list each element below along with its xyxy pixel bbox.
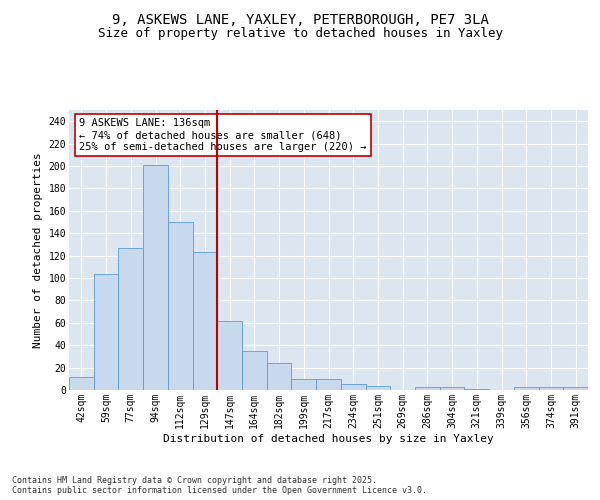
- Text: Contains HM Land Registry data © Crown copyright and database right 2025.
Contai: Contains HM Land Registry data © Crown c…: [12, 476, 427, 495]
- Bar: [415, 386, 440, 390]
- Y-axis label: Number of detached properties: Number of detached properties: [33, 152, 43, 348]
- Bar: [242, 351, 267, 390]
- Bar: [316, 379, 341, 390]
- Bar: [193, 252, 217, 390]
- Bar: [217, 320, 242, 390]
- Text: 9 ASKEWS LANE: 136sqm
← 74% of detached houses are smaller (648)
25% of semi-det: 9 ASKEWS LANE: 136sqm ← 74% of detached …: [79, 118, 367, 152]
- Bar: [69, 376, 94, 390]
- Bar: [292, 379, 316, 390]
- X-axis label: Distribution of detached houses by size in Yaxley: Distribution of detached houses by size …: [163, 434, 494, 444]
- Bar: [94, 274, 118, 390]
- Bar: [464, 389, 489, 390]
- Bar: [341, 384, 365, 390]
- Bar: [539, 386, 563, 390]
- Text: Size of property relative to detached houses in Yaxley: Size of property relative to detached ho…: [97, 28, 503, 40]
- Bar: [267, 363, 292, 390]
- Bar: [168, 222, 193, 390]
- Bar: [143, 165, 168, 390]
- Bar: [118, 248, 143, 390]
- Text: 9, ASKEWS LANE, YAXLEY, PETERBOROUGH, PE7 3LA: 9, ASKEWS LANE, YAXLEY, PETERBOROUGH, PE…: [112, 12, 488, 26]
- Bar: [365, 386, 390, 390]
- Bar: [440, 386, 464, 390]
- Bar: [563, 386, 588, 390]
- Bar: [514, 386, 539, 390]
